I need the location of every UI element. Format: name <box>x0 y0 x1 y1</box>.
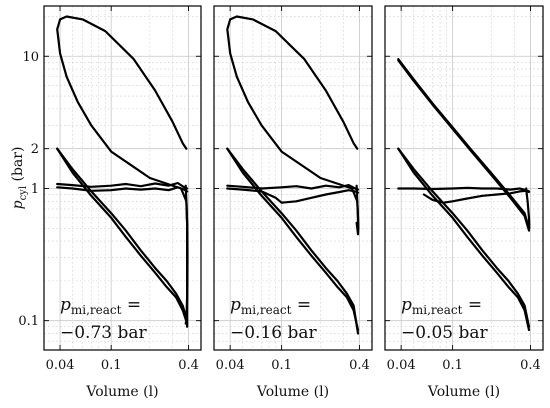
trace-line-5 <box>56 186 189 193</box>
annotation-symbol: p <box>401 295 412 315</box>
x-tick-label: 0.04 <box>387 358 416 373</box>
trace-line-7 <box>524 187 531 230</box>
traces <box>56 15 189 328</box>
panel-frame <box>384 5 544 351</box>
trace-line-1 <box>56 15 189 328</box>
y-axis-label: pcyl (bar) <box>10 147 29 210</box>
x-tick-label: 0.4 <box>178 358 199 373</box>
panel-2: 0.04 0.1 0.4 Volume (l) pmi,react = −0.16 bar <box>213 5 373 400</box>
annotation-line-1: pmi,react = <box>60 295 141 317</box>
trace-line-2 <box>397 59 531 232</box>
y-axis-label-unit: (bar) <box>10 147 26 186</box>
trace-line-5 <box>226 187 360 204</box>
annotation-value: −0.05 bar <box>401 323 489 343</box>
y-tick-label: 10 <box>22 50 39 65</box>
y-axis-label-subscript: cyl <box>18 186 29 200</box>
trace-line-3 <box>56 147 189 325</box>
annotation-equals: = <box>121 295 141 315</box>
annotation-value: −0.73 bar <box>60 323 148 343</box>
annotation-subscript: mi,react <box>71 303 122 317</box>
x-tick-label: 0.1 <box>271 358 292 373</box>
y-tick-label: 0.1 <box>18 314 39 329</box>
trace-line-3 <box>397 147 531 328</box>
trace-line-1 <box>226 15 360 230</box>
x-tick-label: 0.1 <box>442 358 463 373</box>
y-axis-label-symbol: p <box>10 200 26 209</box>
x-axis-label: Volume (l) <box>427 384 500 400</box>
grid <box>213 6 372 350</box>
annotation-equals: = <box>291 295 311 315</box>
x-tick-label: 0.4 <box>520 358 541 373</box>
trace-line-5 <box>397 186 531 193</box>
y-tick-label: 1 <box>31 182 39 197</box>
x-tick-label: 0.1 <box>101 358 122 373</box>
x-axis-label: Volume (l) <box>256 384 329 400</box>
trace-line-4 <box>226 184 360 191</box>
annotation-value: −0.16 bar <box>230 323 318 343</box>
traces <box>226 15 360 335</box>
traces <box>397 58 531 332</box>
trace-line-2 <box>56 147 189 322</box>
annotation-symbol: p <box>60 295 71 315</box>
panel-frame <box>43 5 202 351</box>
trace-line-6 <box>422 189 531 204</box>
panel-3: 0.04 0.1 0.4 Volume (l) pmi,react = −0.05 bar <box>384 5 544 400</box>
x-axis-label: Volume (l) <box>85 384 158 400</box>
y-tick-label: 2 <box>31 142 39 157</box>
annotation-symbol: p <box>230 295 241 315</box>
x-tick-label: 0.4 <box>349 358 370 373</box>
y-axis-label-text: pcyl (bar) <box>10 147 29 210</box>
trace-line-6 <box>184 184 189 325</box>
annotation-line-1: pmi,react = <box>401 295 482 317</box>
annotation-line-1: pmi,react = <box>230 295 311 317</box>
annotation-subscript: mi,react <box>241 303 292 317</box>
x-tick-label: 0.04 <box>46 358 75 373</box>
panel-1: 0.04 0.1 0.4 0.1 1 2 10 Volume (l) pmi,react = −0… <box>18 5 202 400</box>
trace-line-6 <box>355 184 360 236</box>
annotation-equals: = <box>462 295 482 315</box>
panel-frame <box>213 5 373 351</box>
trace-line-2 <box>226 147 360 335</box>
trace-line-4 <box>56 181 189 190</box>
annotation-subscript: mi,react <box>412 303 463 317</box>
x-tick-label: 0.04 <box>216 358 245 373</box>
